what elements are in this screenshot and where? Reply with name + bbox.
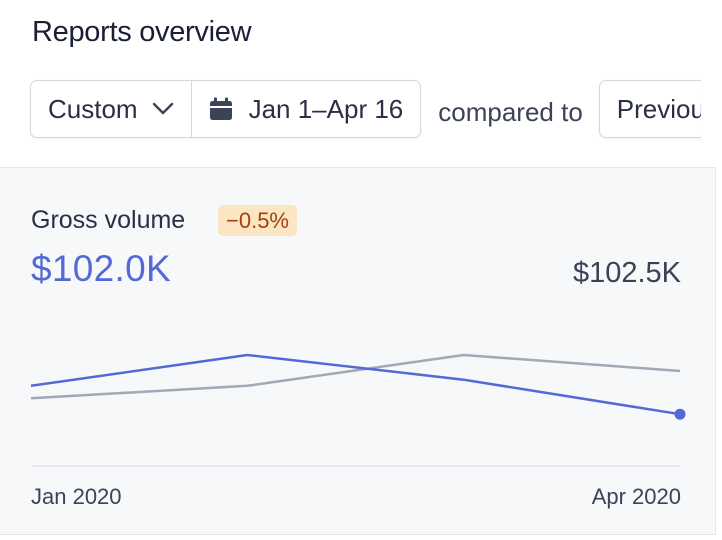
current-value: $102.0K xyxy=(31,248,171,289)
comparison-select[interactable]: Previous period xyxy=(598,80,701,138)
series-line-previous xyxy=(30,353,681,400)
compared-to-label: compared to xyxy=(438,96,583,127)
gross-volume-card[interactable]: Gross volume −0.5% $102.0K $102.5K Jan 2… xyxy=(0,167,716,535)
calendar-icon xyxy=(209,97,233,121)
chevron-down-icon xyxy=(152,102,174,116)
change-badge: −0.5% xyxy=(218,205,297,236)
period-select-label: Custom xyxy=(48,93,138,124)
x-tick-label-end: Apr 2020 xyxy=(591,484,681,509)
date-range-label: Jan 1–Apr 16 xyxy=(248,93,404,124)
date-filter-group: Custom Jan 1–Apr 16 xyxy=(30,80,422,138)
comparison-select-label: Previous period xyxy=(616,93,701,124)
series-line-current xyxy=(30,353,681,416)
period-select[interactable]: Custom xyxy=(31,81,191,137)
page-title: Reports overview xyxy=(32,16,252,48)
metric-label: Gross volume xyxy=(31,206,186,234)
line-chart xyxy=(30,353,686,467)
filter-bar: Custom Jan 1–Apr 16 compared to Previous… xyxy=(30,80,701,138)
x-tick-label-start: Jan 2020 xyxy=(31,484,122,509)
series-end-point xyxy=(674,408,686,420)
comparison-value: $102.5K xyxy=(572,257,681,289)
date-range-picker[interactable]: Jan 1–Apr 16 xyxy=(190,81,421,137)
